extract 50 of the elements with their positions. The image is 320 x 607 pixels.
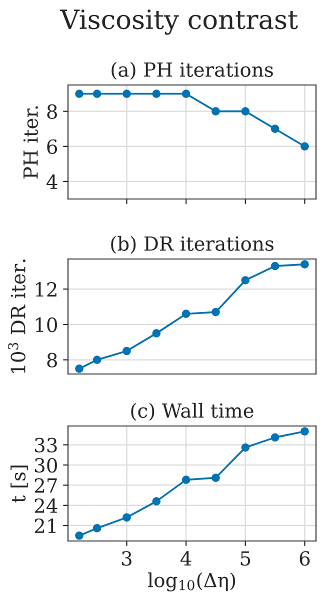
point: [270, 262, 280, 270]
y-tick-label: 12: [36, 282, 56, 296]
y-tick-label: 33: [35, 438, 57, 452]
y-tick-label: 6: [47, 139, 58, 154]
y-tick-label: 21: [34, 518, 56, 533]
point: [212, 474, 220, 482]
y-tick-label: 4: [46, 174, 58, 189]
point: [122, 513, 131, 522]
point: [122, 90, 131, 98]
point: [270, 433, 280, 442]
point: [92, 356, 102, 364]
point: [182, 90, 190, 98]
y-tick-label: 24: [34, 498, 58, 513]
point: [241, 276, 250, 284]
point: [182, 476, 190, 484]
y-tick-label: 30: [35, 458, 57, 473]
y-axis-title: 10$^{3}$ DR iter.: [8, 260, 26, 374]
point: [152, 90, 161, 98]
point: [300, 260, 309, 268]
point: [300, 427, 309, 436]
y-axis-title: PH iter.: [23, 106, 38, 178]
point: [241, 107, 250, 116]
x-tick-label: 6: [300, 551, 310, 566]
point: [300, 142, 309, 151]
y-tick-label: 10: [36, 317, 57, 332]
x-axis-title: log$_{10}$(Δη): [148, 572, 236, 592]
point: [182, 310, 190, 318]
point: [122, 346, 131, 356]
point: [212, 107, 220, 116]
point: [270, 124, 280, 134]
y-tick-label: 27: [34, 478, 57, 493]
y-tick-label: 8: [47, 104, 57, 119]
x-tick-label: 3: [122, 551, 132, 566]
point: [75, 531, 84, 540]
x-tick-label: 5: [240, 551, 250, 566]
point: [92, 90, 102, 98]
y-axis-title: t [s]: [10, 466, 28, 503]
y-tick-label: 8: [47, 352, 57, 368]
x-tick-label: 4: [180, 551, 192, 566]
text: Viscosity contrast: [60, 9, 298, 35]
point: [152, 497, 161, 506]
point: [212, 308, 220, 316]
point: [241, 443, 250, 452]
point: [152, 329, 161, 338]
chart-title: (b) DR iterations: [111, 236, 274, 254]
chart-title: (a) PH iterations: [112, 62, 273, 80]
chart-title: (c) Wall time: [131, 402, 254, 421]
point: [75, 364, 84, 373]
point: [92, 524, 102, 532]
point: [75, 90, 84, 98]
